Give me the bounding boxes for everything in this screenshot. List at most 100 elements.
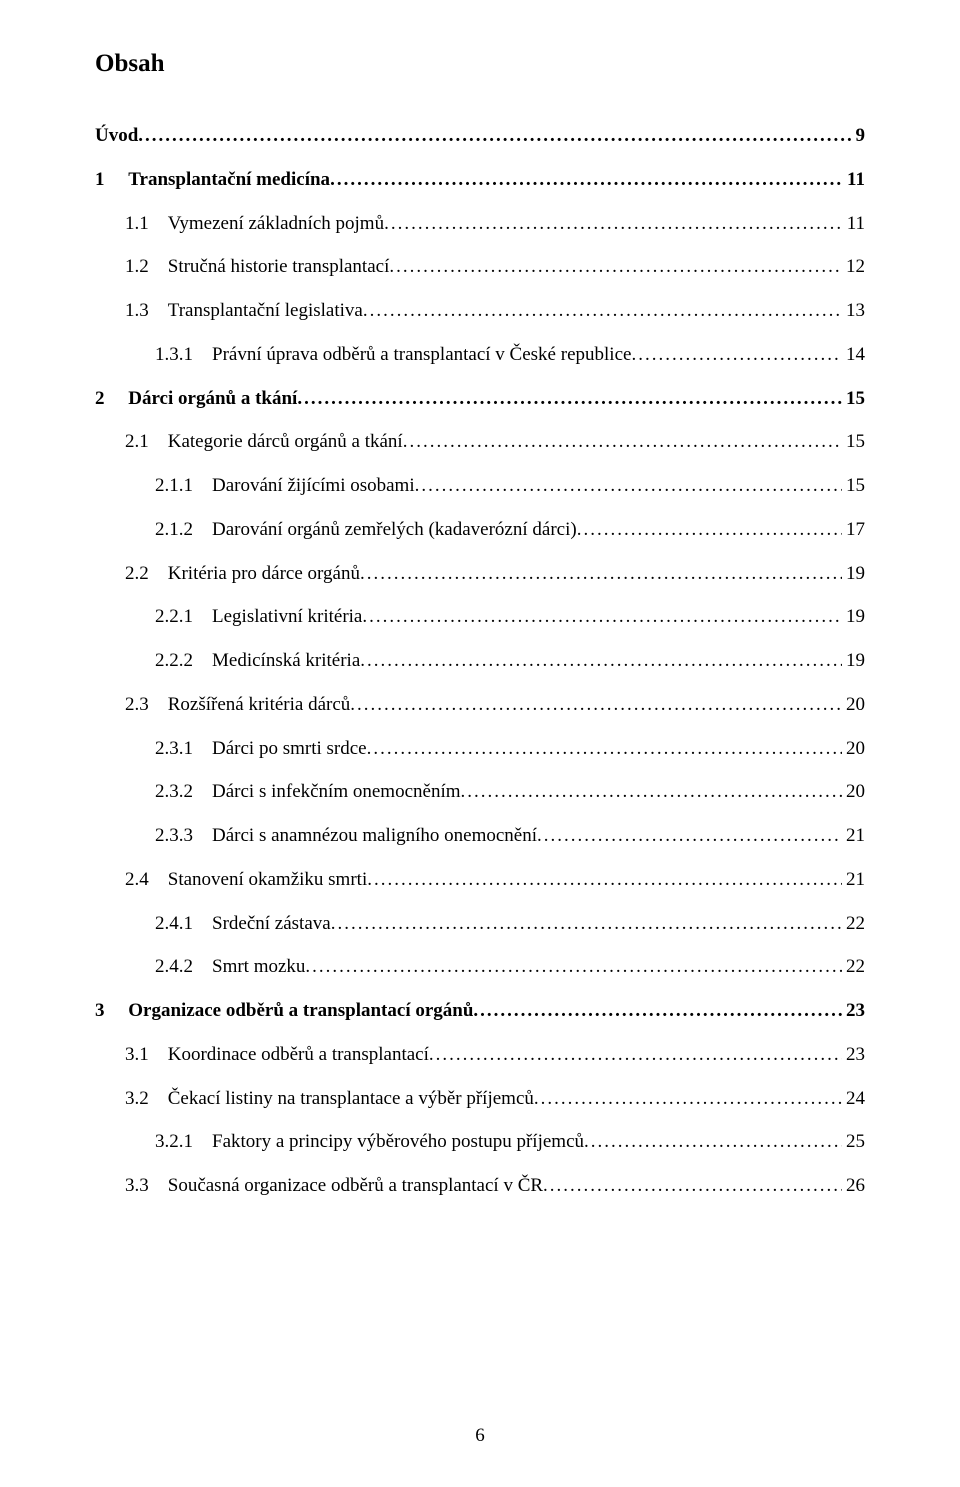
toc-entry-gap (149, 868, 168, 892)
toc-leader-dots (330, 168, 843, 192)
toc-entry-number: 2.4 (125, 868, 149, 892)
toc-leader-dots (415, 474, 842, 498)
toc-entry: 2.4.2 Smrt mozku 22 (95, 955, 865, 979)
toc-entry-label: Kategorie dárců orgánů a tkání (168, 430, 403, 454)
toc-leader-dots (138, 124, 851, 148)
toc-entry-gap (149, 255, 168, 279)
toc-leader-dots (403, 430, 842, 454)
toc-entry-page: 11 (843, 168, 865, 192)
toc-leader-dots (631, 343, 842, 367)
toc-entry-number: 1.1 (125, 212, 149, 236)
toc-entry-label: Dárci s infekčním onemocněním (212, 780, 461, 804)
toc-entry: 3.2 Čekací listiny na transplantace a vý… (95, 1087, 865, 1111)
toc-entry: 1.3 Transplantační legislativa 13 (95, 299, 865, 323)
toc-leader-dots (429, 1043, 842, 1067)
toc-leader-dots (384, 212, 843, 236)
toc-entry-gap (105, 999, 129, 1023)
toc-entry-label: Darování orgánů zemřelých (kadaverózní d… (212, 518, 577, 542)
toc-entry-number: 1.2 (125, 255, 149, 279)
toc-entry-number: 1.3 (125, 299, 149, 323)
toc-entry-label: Vymezení základních pojmů (168, 212, 384, 236)
toc-entry-number: 2.3.1 (155, 737, 193, 761)
toc-leader-dots (461, 780, 842, 804)
toc-entry-gap (193, 474, 212, 498)
toc-entry-page: 23 (842, 999, 865, 1023)
toc-entry: 2.3 Rozšířená kritéria dárců 20 (95, 693, 865, 717)
toc-entry-page: 20 (842, 693, 865, 717)
toc-entry: 2.4 Stanovení okamžiku smrti 21 (95, 868, 865, 892)
toc-list: Úvod 91 Transplantační medicína 111.1 Vy… (95, 124, 865, 1198)
toc-entry-number: 2.4.2 (155, 955, 193, 979)
toc-entry-label: Čekací listiny na transplantace a výběr … (168, 1087, 534, 1111)
toc-entry-gap (193, 649, 212, 673)
toc-leader-dots (331, 912, 842, 936)
toc-entry-gap (149, 1043, 168, 1067)
toc-entry-number: 3.2.1 (155, 1130, 193, 1154)
toc-entry-label: Současná organizace odběrů a transplanta… (168, 1174, 543, 1198)
toc-entry-gap (193, 605, 212, 629)
toc-entry-label: Rozšířená kritéria dárců (168, 693, 351, 717)
toc-entry-label: Darování žijícími osobami (212, 474, 415, 498)
toc-entry-label: Organizace odběrů a transplantací orgánů (128, 999, 473, 1023)
toc-entry-number: 2.3.2 (155, 780, 193, 804)
toc-leader-dots (350, 693, 842, 717)
toc-entry-number: 2.1.2 (155, 518, 193, 542)
page: Obsah Úvod 91 Transplantační medicína 11… (0, 0, 960, 1487)
toc-entry: 2.4.1 Srdeční zástava 22 (95, 912, 865, 936)
toc-entry-page: 19 (842, 649, 865, 673)
toc-leader-dots (305, 955, 842, 979)
toc-leader-dots (360, 649, 842, 673)
toc-entry-label: Dárci po smrti srdce (212, 737, 367, 761)
toc-entry: 2 Dárci orgánů a tkání 15 (95, 387, 865, 411)
toc-entry: 1 Transplantační medicína 11 (95, 168, 865, 192)
toc-entry-label: Transplantační legislativa (168, 299, 363, 323)
toc-entry-number: 2 (95, 387, 105, 411)
toc-entry-gap (193, 518, 212, 542)
toc-entry-page: 15 (842, 474, 865, 498)
toc-entry-gap (193, 737, 212, 761)
toc-entry-page: 22 (842, 912, 865, 936)
toc-entry: 2.3.3 Dárci s anamnézou maligního onemoc… (95, 824, 865, 848)
toc-entry-gap (149, 299, 168, 323)
toc-entry-label: Medicínská kritéria (212, 649, 360, 673)
toc-entry-gap (193, 824, 212, 848)
toc-leader-dots (363, 299, 842, 323)
toc-entry-label: Kritéria pro dárce orgánů (168, 562, 360, 586)
toc-entry-gap (193, 343, 212, 367)
toc-entry: 3 Organizace odběrů a transplantací orgá… (95, 999, 865, 1023)
toc-entry: 1.1 Vymezení základních pojmů 11 (95, 212, 865, 236)
toc-entry-label: Transplantační medicína (128, 168, 330, 192)
toc-entry-number: 2.3 (125, 693, 149, 717)
toc-leader-dots (577, 518, 842, 542)
toc-entry-gap (149, 693, 168, 717)
toc-entry-page: 22 (842, 955, 865, 979)
toc-title: Obsah (95, 50, 865, 78)
toc-entry-number: 3.3 (125, 1174, 149, 1198)
toc-entry: 1.3.1 Právní úprava odběrů a transplanta… (95, 343, 865, 367)
toc-entry: 3.3 Současná organizace odběrů a transpl… (95, 1174, 865, 1198)
toc-entry: 2.3.2 Dárci s infekčním onemocněním 20 (95, 780, 865, 804)
toc-entry-page: 23 (842, 1043, 865, 1067)
toc-entry: 2.2 Kritéria pro dárce orgánů 19 (95, 562, 865, 586)
toc-entry-label: Stručná historie transplantací (168, 255, 390, 279)
toc-entry-gap (149, 562, 168, 586)
toc-entry-gap (149, 1087, 168, 1111)
toc-leader-dots (537, 824, 842, 848)
toc-entry-number: 2.2.1 (155, 605, 193, 629)
toc-entry-number: 2.3.3 (155, 824, 193, 848)
toc-entry-label: Dárci orgánů a tkání (128, 387, 297, 411)
toc-entry-page: 17 (842, 518, 865, 542)
toc-entry-page: 12 (842, 255, 865, 279)
toc-entry-number: 2.1 (125, 430, 149, 454)
toc-entry-label: Úvod (95, 124, 138, 148)
toc-entry: 3.1 Koordinace odběrů a transplantací 23 (95, 1043, 865, 1067)
toc-entry-number: 1 (95, 168, 105, 192)
toc-entry-gap (193, 780, 212, 804)
toc-entry: 2.1 Kategorie dárců orgánů a tkání 15 (95, 430, 865, 454)
toc-entry-gap (105, 387, 129, 411)
toc-entry: 2.2.2 Medicínská kritéria 19 (95, 649, 865, 673)
toc-entry-page: 14 (842, 343, 865, 367)
toc-leader-dots (584, 1130, 842, 1154)
toc-entry-label: Stanovení okamžiku smrti (168, 868, 367, 892)
toc-entry: 2.1.1 Darování žijícími osobami 15 (95, 474, 865, 498)
